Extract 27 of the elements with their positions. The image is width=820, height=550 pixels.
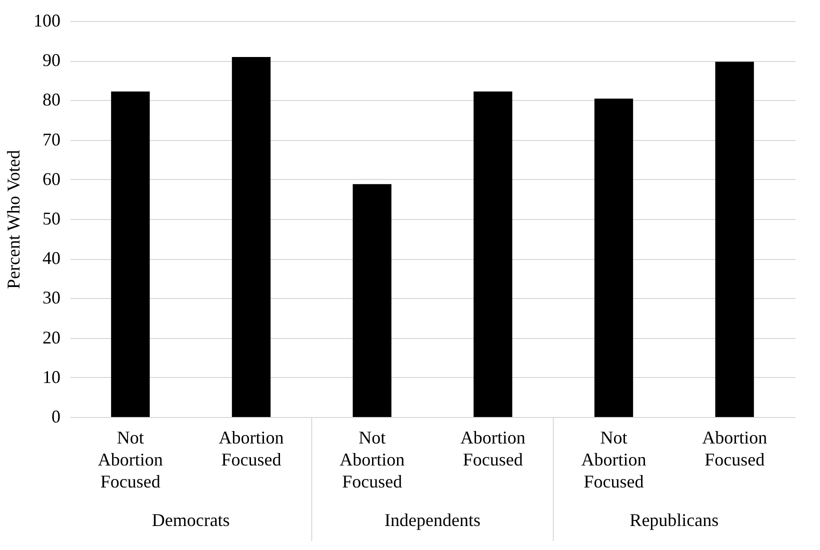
bar	[715, 62, 754, 417]
bar	[474, 91, 512, 417]
y-axis-title: Percent Who Voted	[4, 150, 24, 289]
x-tick-label: Not Abortion Focused	[98, 428, 163, 492]
y-tick-label: 40	[42, 248, 60, 268]
y-tick-label: 70	[42, 129, 60, 150]
x-tick-label: Not Abortion Focused	[340, 428, 405, 492]
bar	[111, 91, 150, 417]
bar	[352, 184, 392, 417]
text: Republicans	[630, 510, 719, 530]
y-tick-label: 0	[52, 406, 60, 426]
x-tick-label: Abortion Focused	[702, 428, 768, 470]
y-tick-label: 10	[42, 366, 60, 387]
x-tick-label: Abortion Focused	[460, 428, 526, 470]
y-tick-label: 30	[42, 288, 60, 308]
y-tick-label: 20	[42, 327, 60, 348]
bar	[594, 98, 634, 417]
y-tick-label: 50	[42, 208, 60, 228]
y-tick-label: 60	[42, 168, 60, 189]
y-tick-label: 80	[42, 90, 60, 110]
text: Independents	[384, 510, 480, 530]
x-tick-label: Abortion Focused	[218, 428, 284, 470]
bar	[232, 57, 271, 417]
text: Democrats	[152, 510, 230, 530]
y-tick-label: 100	[34, 10, 60, 30]
y-tick-label: 90	[42, 50, 60, 70]
x-tick-label: Not Abortion Focused	[581, 428, 646, 492]
